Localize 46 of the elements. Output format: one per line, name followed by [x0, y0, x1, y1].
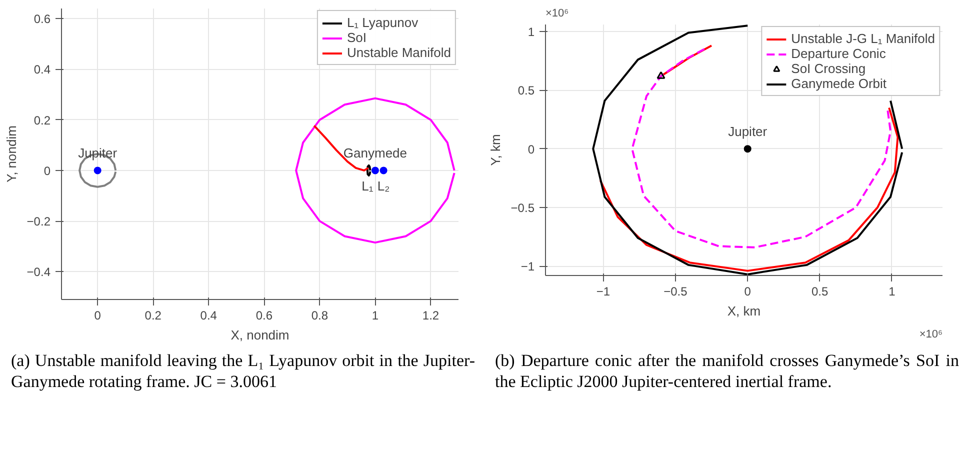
- x-tick-label: 0.4: [200, 308, 218, 322]
- y-tick-label: −0.5: [510, 200, 535, 215]
- annotation: L₂: [377, 178, 390, 194]
- x-tick-label: 0: [744, 284, 752, 298]
- x-tick-label: 1: [372, 308, 379, 322]
- x-tick-label: 0: [94, 308, 102, 322]
- legend-label: L₁ Lyapunov: [346, 15, 418, 30]
- y-axis-title: Y, km: [488, 134, 503, 166]
- text: ×10⁶: [919, 328, 942, 340]
- annotation: Ganymede: [343, 145, 408, 160]
- legend-label: SoI Crossing: [791, 61, 866, 76]
- y-tick-label: 0: [44, 164, 51, 178]
- x-tick-label: −1: [596, 284, 610, 298]
- x-tick-label: 1.2: [422, 308, 440, 322]
- legend-label: Ganymede Orbit: [791, 76, 887, 91]
- y-tick-label: 0.6: [34, 12, 51, 26]
- annotation: Jupiter: [78, 145, 118, 160]
- x-tick-label: −0.5: [664, 284, 688, 298]
- x-tick-label: 0.8: [311, 308, 328, 322]
- y-tick-label: 0.2: [34, 113, 51, 128]
- line-series: [631, 48, 892, 248]
- line-series: [366, 164, 372, 177]
- legend-label: SoI: [346, 30, 367, 45]
- text: (b) Departure conic after the manifold crosses Ganymede’s SoI in the Ecliptic J2000 Jupiter-centered inertial frame.: [495, 350, 959, 392]
- y-tick-label: 0.4: [34, 62, 51, 77]
- x-tick-label: 0.2: [144, 308, 162, 322]
- text: (a) Unstable manifold leaving the L₁ Lyapunov orbit in the Jupiter-Ganymede rotating frame. JC = 3.0061: [11, 350, 475, 392]
- x-axis-title: X, nondim: [230, 328, 290, 342]
- legend-label: Departure Conic: [791, 46, 886, 61]
- x-tick-label: 1: [888, 284, 896, 298]
- annotation: L₁: [362, 178, 374, 194]
- y-tick-label: 1: [528, 25, 535, 40]
- text: ×10⁶: [546, 8, 569, 20]
- x-axis-title: X, km: [727, 304, 761, 318]
- y-tick-label: −1: [520, 260, 535, 274]
- y-tick-label: 0.5: [518, 84, 535, 98]
- y-tick-label: 0: [528, 142, 535, 156]
- y-tick-label: −0.2: [26, 214, 51, 229]
- x-tick-label: 0.6: [256, 308, 273, 322]
- legend-label: Unstable Manifold: [346, 45, 451, 60]
- x-tick-label: 0.5: [811, 284, 828, 298]
- y-tick-label: −0.4: [26, 265, 51, 280]
- legend-label: Unstable J-G L₁ Manifold: [791, 31, 935, 46]
- y-axis-title: Y, nondim: [4, 126, 19, 182]
- line-series: [295, 97, 456, 244]
- annotation: Jupiter: [728, 124, 768, 139]
